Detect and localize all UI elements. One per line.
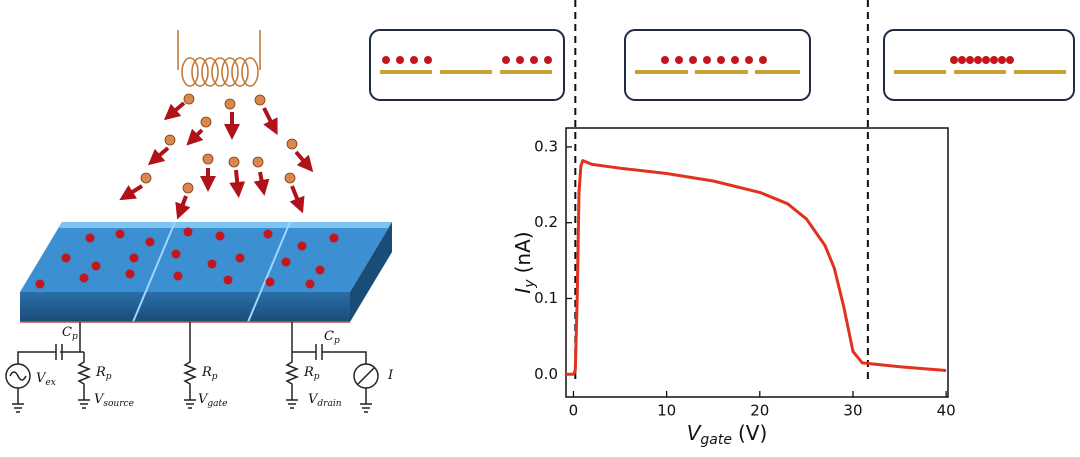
symbol: V [36,371,47,386]
x-tick-label: 20 [750,402,769,420]
x-tick-label: 40 [937,402,956,420]
y-tick-label: 0.1 [534,289,558,307]
subscript: p [334,335,340,345]
label: Vgate (V) [687,421,768,449]
x-tick-label: 10 [657,402,676,420]
subscript: y [522,279,538,289]
symbol: V [94,392,105,407]
subscript: gate [700,432,732,448]
circuit [5,322,379,413]
subscript: gate [207,398,227,408]
subscript: p [314,371,320,381]
x-tick-label: 0 [569,402,579,420]
subscript: p [72,331,78,341]
subscript: source [103,398,134,408]
label: Vgate [198,392,227,409]
y-tick-label: 0.2 [534,213,558,231]
subscript: p [212,371,218,381]
y-tick-label: 0.0 [534,365,558,383]
label: Iy (nA) [511,231,539,293]
label: Vsource [94,392,134,409]
symbol: C [62,325,72,340]
coil [177,30,261,87]
symbol: V [687,421,702,445]
plot-frame [565,127,949,398]
x-tick-label: 30 [843,402,862,420]
label: Vex [36,371,56,388]
subscript: p [106,371,112,381]
unit: (V) [738,421,767,445]
electron-beam [119,93,314,220]
data-line [566,159,947,376]
label: Rp [201,365,218,382]
label: Cp [324,329,340,346]
label: Cp [62,325,78,342]
symbol: R [201,365,212,380]
unit: (nA) [511,231,535,273]
symbol: R [95,365,106,380]
label: Vdrain [308,392,342,409]
subscript: ex [45,377,55,387]
label: Rp [95,365,112,382]
symbol: V [198,392,209,407]
symbol: C [324,329,334,344]
symbol: I [387,368,394,383]
y-tick-label: 0.3 [534,137,558,155]
state-boxes [369,29,1075,101]
device-slab [20,221,392,323]
symbol: I [511,288,535,294]
symbol: V [308,392,319,407]
label: I [387,368,394,383]
subscript: drain [317,398,341,408]
symbol: R [303,365,314,380]
label: Rp [303,365,320,382]
